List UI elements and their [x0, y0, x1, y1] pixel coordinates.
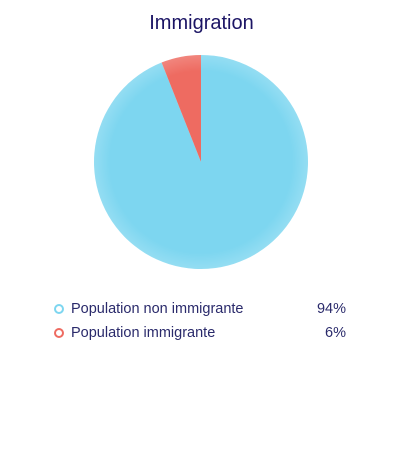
legend-item-immigrant[interactable]: Population immigrante 6%: [54, 321, 346, 345]
legend-label: Population immigrante: [71, 325, 216, 341]
legend: Population non immigrante 94% Population…: [54, 297, 346, 345]
legend-value: 94%: [316, 301, 346, 317]
chart-title: Immigration: [149, 12, 254, 34]
legend-marker-immigrant: [54, 328, 64, 338]
legend-item-non-immigrant[interactable]: Population non immigrante 94%: [54, 297, 346, 321]
legend-label: Population non immigrante: [71, 301, 244, 317]
legend-value: 6%: [325, 325, 346, 341]
legend-marker-non-immigrant: [54, 304, 64, 314]
pie-shading: [94, 55, 308, 269]
pie-chart: [93, 55, 308, 269]
